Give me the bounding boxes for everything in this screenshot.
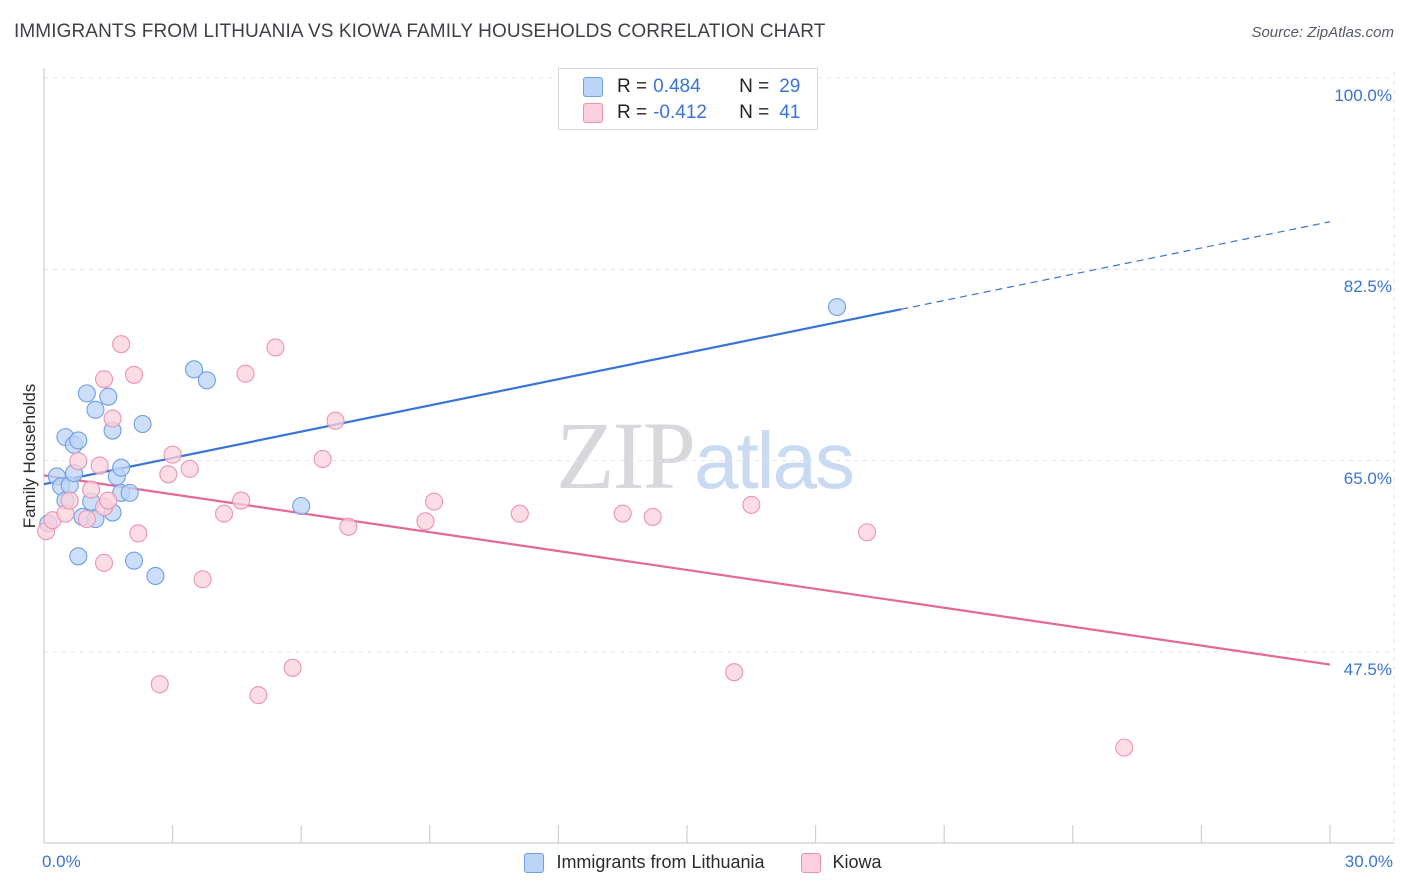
data-point-kiowa xyxy=(103,409,122,428)
data-point-kiowa xyxy=(69,452,88,471)
data-point-lithuania xyxy=(112,458,131,477)
data-point-kiowa xyxy=(214,504,234,523)
data-point-kiowa xyxy=(77,510,96,529)
source-label: Source: ZipAtlas.com xyxy=(1251,24,1394,41)
legend-r-value: 0.484 xyxy=(653,76,701,97)
legend-swatch-kiowa xyxy=(800,852,821,873)
legend-row-kiowa: R = -0.412 N = 41 xyxy=(583,101,800,125)
data-point-kiowa xyxy=(236,364,255,383)
data-point-kiowa xyxy=(249,686,268,705)
correlation-legend: R = 0.484 N = 29 R = -0.412 N = 41 xyxy=(558,68,818,130)
data-point-kiowa xyxy=(725,663,744,682)
data-point-kiowa xyxy=(1115,738,1134,757)
data-point-kiowa xyxy=(510,504,529,523)
x-tick-label: 30.0% xyxy=(1344,852,1393,871)
legend-r-label: R = xyxy=(617,76,648,97)
data-point-kiowa xyxy=(193,570,212,589)
trend-line-1 xyxy=(43,474,1331,666)
data-point-kiowa xyxy=(60,491,79,510)
data-point-kiowa xyxy=(90,456,109,475)
legend-item-lithuania: Immigrants from Lithuania xyxy=(524,852,765,873)
data-point-kiowa xyxy=(339,517,358,536)
data-point-kiowa xyxy=(857,523,877,542)
data-point-lithuania xyxy=(184,360,204,379)
legend-swatch-kiowa xyxy=(583,103,603,123)
data-point-kiowa xyxy=(129,524,148,543)
y-tick-label: 65.0% xyxy=(1343,468,1392,488)
data-point-lithuania xyxy=(827,297,847,317)
data-point-kiowa xyxy=(232,491,251,510)
legend-n-label: N = xyxy=(739,102,770,123)
data-point-lithuania xyxy=(69,431,88,450)
series-legend: Immigrants from Lithuania Kiowa xyxy=(0,852,1406,873)
data-point-kiowa xyxy=(283,658,302,677)
trend-line-0 xyxy=(43,308,902,486)
data-point-kiowa xyxy=(99,491,118,510)
legend-row-lithuania: R = 0.484 N = 29 xyxy=(583,75,800,99)
legend-r-value: -0.412 xyxy=(653,102,707,123)
trend-line-extension-0 xyxy=(901,221,1331,310)
data-point-kiowa xyxy=(266,338,285,357)
data-point-lithuania xyxy=(146,566,165,586)
data-point-kiowa xyxy=(82,480,101,499)
data-point-kiowa xyxy=(124,365,144,384)
legend-n-value: 29 xyxy=(779,76,801,97)
data-point-lithuania xyxy=(77,384,96,403)
y-tick-label: 100.0% xyxy=(1334,86,1392,105)
legend-label-kiowa: Kiowa xyxy=(832,852,882,872)
data-point-kiowa xyxy=(643,507,662,526)
legend-label-lithuania: Immigrants from Lithuania xyxy=(556,852,765,872)
y-tick-label: 82.5% xyxy=(1343,277,1392,297)
data-point-kiowa xyxy=(416,512,435,531)
data-point-lithuania xyxy=(120,483,139,502)
legend-r-label: R = xyxy=(617,102,648,123)
data-point-lithuania xyxy=(99,387,118,406)
data-point-kiowa xyxy=(742,495,761,514)
data-point-lithuania xyxy=(86,400,105,419)
legend-n-value: 41 xyxy=(779,102,801,123)
data-point-kiowa xyxy=(94,370,114,389)
data-point-lithuania xyxy=(133,414,152,434)
legend-n-label: N = xyxy=(739,76,770,97)
data-point-lithuania xyxy=(124,551,144,570)
data-point-lithuania xyxy=(69,547,88,566)
y-axis-label: Family Households xyxy=(20,383,39,529)
data-point-kiowa xyxy=(613,504,632,523)
data-point-kiowa xyxy=(180,459,199,478)
data-point-lithuania xyxy=(197,371,216,390)
data-point-kiowa xyxy=(94,553,114,572)
data-point-kiowa xyxy=(425,492,444,511)
data-point-kiowa xyxy=(326,411,345,430)
data-point-lithuania xyxy=(292,496,311,516)
chart-title: IMMIGRANTS FROM LITHUANIA VS KIOWA FAMIL… xyxy=(14,21,826,42)
data-point-kiowa xyxy=(159,465,178,484)
data-point-kiowa xyxy=(150,675,169,694)
x-tick-label: 0.0% xyxy=(42,852,81,871)
y-tick-label: 47.5% xyxy=(1343,660,1392,679)
legend-swatch-lithuania xyxy=(583,77,603,97)
data-point-kiowa xyxy=(163,445,182,464)
data-point-kiowa xyxy=(313,449,332,469)
legend-swatch-lithuania xyxy=(524,852,545,873)
legend-item-kiowa: Kiowa xyxy=(800,852,882,873)
data-point-kiowa xyxy=(112,335,131,354)
